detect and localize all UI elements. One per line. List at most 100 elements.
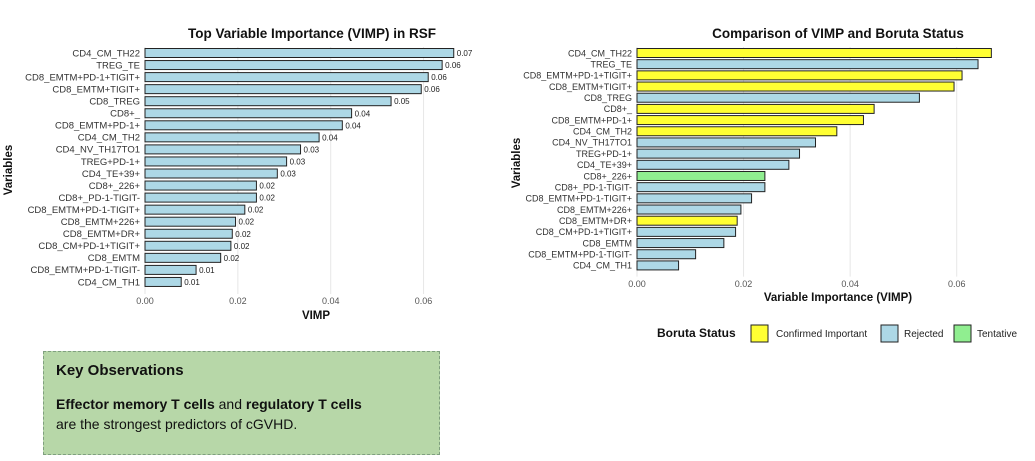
x-tick-label: 0.06 [948, 279, 966, 289]
y-tick-label: CD8_CM+PD-1+TIGIT+ [38, 241, 140, 252]
bar-CD4_CM_TH2 [144, 132, 320, 143]
bar-CD8_EMTM+TIGIT+ [144, 84, 422, 95]
legend-swatch-tentative [953, 324, 972, 343]
key-observations-line-1: Effector memory T cells and regulatory T… [56, 394, 427, 414]
conjunction-text: and [214, 396, 246, 412]
bar-CD8+_ [636, 103, 875, 114]
x-tick-label: 0.04 [322, 296, 340, 306]
y-tick-label: CD8_EMTM+DR+ [559, 216, 632, 226]
y-tick-label: CD8_EMTM+PD-1-TIGIT+ [28, 205, 141, 216]
y-tick-label: CD8_EMTM+PD-1+ [55, 121, 140, 132]
y-tick-label: TREG+PD-1+ [576, 149, 632, 159]
bar-CD8_EMTM+PD-1-TIGIT- [144, 264, 197, 275]
data-label: 0.03 [280, 170, 296, 179]
y-tick-label: CD8_EMTM+226+ [557, 205, 632, 215]
key-observations-box: Key Observations Effector memory T cells… [43, 351, 440, 455]
bar-CD8_EMTM+PD-1-TIGIT- [636, 249, 697, 260]
y-tick-label: CD4_CM_TH1 [573, 261, 632, 271]
bar-CD8_EMTM+PD-1+TIGIT+ [636, 70, 963, 81]
y-axis-label: Variables [3, 145, 15, 196]
bar-CD8_EMTM+PD-1-TIGIT+ [636, 193, 753, 204]
legend-label: Confirmed Important [776, 329, 867, 340]
data-label: 0.02 [248, 206, 264, 215]
y-tick-label: CD8_EMTM+TIGIT+ [549, 82, 632, 92]
data-label: 0.07 [457, 49, 473, 58]
bar-CD8_EMTM+PD-1+ [144, 120, 343, 131]
y-tick-label: CD8+_ [110, 109, 141, 120]
bar-CD8+_PD-1-TIGIT- [636, 182, 766, 193]
bar-TREG_TE [144, 60, 443, 71]
y-tick-label: CD4_TE+39+ [577, 160, 632, 170]
y-tick-label: CD4_CM_TH22 [568, 48, 632, 58]
bar-TREG+PD-1+ [636, 148, 801, 159]
y-tick-label: CD8_EMTM+226+ [61, 217, 141, 228]
x-tick-label: 0.00 [628, 279, 646, 289]
y-tick-label: CD8_EMTM [88, 253, 140, 264]
y-axis-label: Variables [511, 138, 523, 189]
x-axis-label: VIMP [302, 310, 330, 322]
chart-title: Comparison of VIMP and Boruta Status [712, 26, 964, 41]
data-label: 0.05 [394, 97, 410, 106]
y-tick-label: CD8_EMTM+PD-1+TIGIT+ [523, 71, 632, 81]
data-label: 0.06 [424, 85, 440, 94]
legend-label: Tentative [977, 329, 1017, 340]
chart-title: Top Variable Importance (VIMP) in RSF [188, 26, 436, 41]
legend-swatch-confirmed-important [750, 324, 769, 343]
bar-CD4_CM_TH2 [636, 126, 838, 137]
effector-memory-highlight: Effector memory T cells [56, 396, 215, 412]
y-tick-label: CD8_EMTM+DR+ [63, 229, 141, 240]
bar-CD8_EMTM [636, 238, 725, 249]
y-tick-label: CD8_EMTM+PD-1-TIGIT- [528, 250, 632, 260]
bar-CD8+_226+ [144, 180, 257, 191]
bar-CD8_EMTM [144, 252, 222, 263]
y-tick-label: CD8_CM+PD-1+TIGIT+ [536, 227, 632, 237]
y-tick-label: CD8+_ [604, 104, 633, 114]
y-tick-label: CD4_CM_TH2 [78, 133, 140, 144]
bar-CD8_CM+PD-1+TIGIT+ [144, 240, 232, 251]
bar-CD8_EMTM+226+ [144, 216, 237, 227]
bar-TREG_TE [636, 59, 979, 70]
y-tick-label: CD4_NV_TH17TO1 [552, 138, 632, 148]
bar-CD8+_ [144, 108, 353, 119]
bar-CD8_TREG [144, 96, 392, 107]
bar-CD4_CM_TH1 [144, 276, 182, 287]
legend-label: Rejected [904, 329, 943, 340]
bar-CD8+_226+ [636, 170, 766, 181]
bar-CD8_EMTM+PD-1+ [636, 115, 864, 126]
y-tick-label: CD8+_PD-1-TIGIT- [58, 193, 140, 204]
bar-TREG+PD-1+ [144, 156, 288, 167]
x-axis-label: Variable Importance (VIMP) [764, 292, 912, 304]
y-tick-label: CD8+_226+ [583, 171, 632, 181]
data-label: 0.04 [322, 133, 338, 142]
data-label: 0.02 [259, 194, 275, 203]
bar-CD4_TE+39+ [636, 159, 790, 170]
data-label: 0.04 [355, 109, 371, 118]
data-label: 0.04 [345, 121, 361, 130]
bar-CD8_EMTM+PD-1+TIGIT+ [144, 72, 429, 83]
bar-CD8_EMTM+DR+ [636, 215, 738, 226]
y-tick-label: CD8+_226+ [89, 181, 141, 192]
bar-CD8_EMTM+226+ [636, 204, 742, 215]
x-tick-label: 0.02 [229, 296, 247, 306]
y-tick-label: TREG_TE [96, 60, 140, 71]
bar-CD8_CM+PD-1+TIGIT+ [636, 226, 737, 237]
legend-title: Boruta Status [657, 326, 736, 340]
y-tick-label: CD8_TREG [89, 97, 140, 108]
bar-CD4_CM_TH22 [636, 48, 992, 58]
bar-CD8_TREG [636, 92, 920, 103]
bar-CD4_NV_TH17TO1 [636, 137, 817, 148]
y-tick-label: CD8_EMTM+TIGIT+ [52, 84, 140, 95]
y-tick-label: CD8_EMTM+PD-1+ [551, 115, 632, 125]
data-label: 0.02 [259, 182, 275, 191]
data-label: 0.01 [199, 266, 215, 275]
bar-CD4_NV_TH17TO1 [144, 144, 302, 155]
y-tick-label: CD4_TE+39+ [82, 169, 141, 180]
y-tick-label: TREG+PD-1+ [81, 157, 141, 168]
bar-CD8_EMTM+DR+ [144, 228, 233, 239]
bar-CD4_CM_TH22 [144, 48, 455, 58]
data-label: 0.01 [184, 278, 200, 287]
key-observations-line-2: are the strongest predictors of cGVHD. [56, 416, 298, 432]
y-tick-label: CD4_CM_TH2 [573, 127, 632, 137]
legend-swatch-rejected [880, 324, 899, 343]
